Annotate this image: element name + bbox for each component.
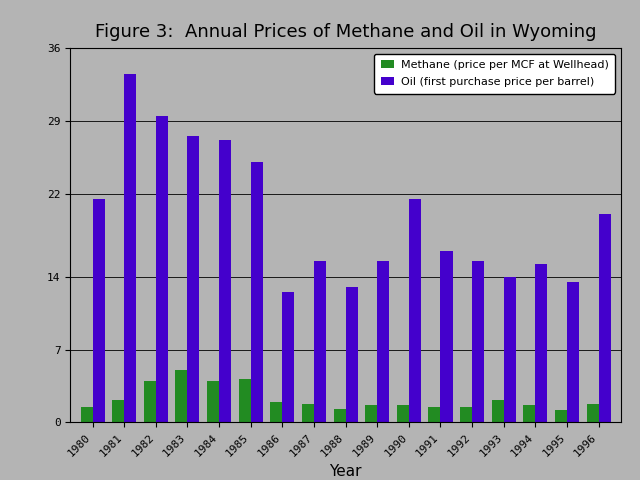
Bar [472, 261, 484, 422]
X-axis label: Year: Year [330, 464, 362, 479]
Bar [112, 399, 124, 422]
Bar [567, 282, 579, 422]
Bar [156, 116, 168, 422]
Bar [440, 251, 452, 422]
Bar [124, 74, 136, 422]
Bar [239, 379, 251, 422]
Bar [460, 407, 472, 422]
Bar [504, 277, 516, 422]
Bar [397, 405, 409, 422]
Bar [93, 199, 104, 422]
Bar [333, 409, 346, 422]
Bar [219, 140, 231, 422]
Bar [587, 404, 598, 422]
Bar [346, 287, 358, 422]
Bar [377, 261, 389, 422]
Title: Figure 3:  Annual Prices of Methane and Oil in Wyoming: Figure 3: Annual Prices of Methane and O… [95, 23, 596, 41]
Bar [144, 381, 156, 422]
Bar [428, 407, 440, 422]
Bar [81, 407, 93, 422]
Bar [270, 402, 282, 422]
Bar [492, 399, 504, 422]
Bar [314, 261, 326, 422]
Bar [175, 371, 188, 422]
Legend: Methane (price per MCF at Wellhead), Oil (first purchase price per barrel): Methane (price per MCF at Wellhead), Oil… [374, 54, 615, 94]
Bar [188, 136, 200, 422]
Bar [524, 405, 536, 422]
Bar [207, 381, 219, 422]
Bar [365, 405, 377, 422]
Bar [598, 215, 611, 422]
Bar [555, 410, 567, 422]
Bar [536, 264, 547, 422]
Bar [302, 404, 314, 422]
Bar [282, 292, 294, 422]
Bar [251, 162, 263, 422]
Bar [409, 199, 421, 422]
